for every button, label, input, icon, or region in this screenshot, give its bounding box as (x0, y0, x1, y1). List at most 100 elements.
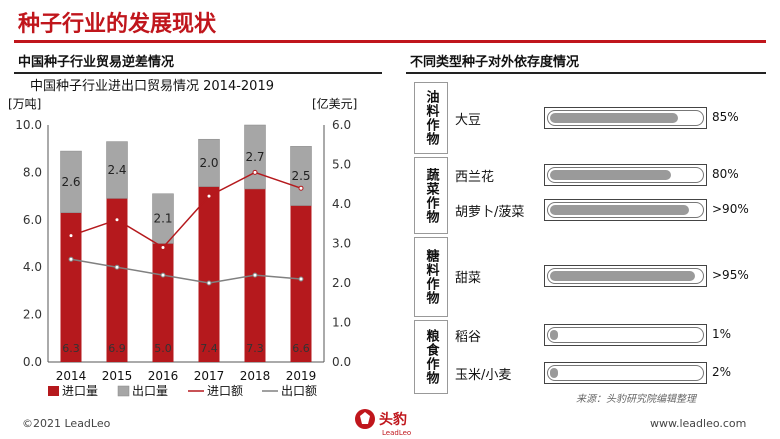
bar-import-label: 6.6 (292, 342, 310, 355)
bar-export-label: 2.4 (107, 163, 126, 177)
website-url: www.leadleo.com (650, 417, 747, 430)
chart-title: 中国种子行业进出口贸易情况 2014-2019 (30, 79, 274, 94)
bar-export-volume (106, 141, 128, 199)
x-tick-label: 2019 (286, 369, 317, 383)
bar-export-label: 2.6 (61, 175, 80, 189)
leadleo-logo: 头豹 LeadLeo (355, 409, 411, 437)
bar-import-volume (106, 198, 128, 362)
right-section-divider (406, 72, 766, 74)
y-tick-label: 4.0 (23, 260, 42, 274)
dependency-bar-fill (550, 271, 695, 281)
page-title: 种子行业的发展现状 (18, 12, 217, 37)
dependency-bar-fill (550, 205, 689, 215)
y2-tick-label: 1.0 (332, 316, 351, 330)
group-label: 糖料作物 (414, 237, 448, 317)
bar-export-label: 2.7 (245, 150, 264, 164)
y2-tick-label: 6.0 (332, 118, 351, 132)
y2-tick-label: 5.0 (332, 158, 351, 172)
y-tick-label: 10.0 (15, 118, 42, 132)
y2-tick-label: 4.0 (332, 197, 351, 211)
bar-export-volume (60, 150, 82, 213)
import-value-point (206, 193, 212, 199)
crop-label: 大豆 (455, 113, 482, 128)
left-section-divider (14, 72, 382, 74)
bar-import-label: 5.0 (154, 342, 172, 355)
crop-label: 甜菜 (455, 271, 482, 286)
bar-import-volume (152, 243, 174, 362)
group-label: 蔬菜作物 (414, 157, 448, 234)
bar-import-label: 6.9 (108, 342, 126, 355)
bar-import-label: 7.3 (246, 342, 264, 355)
legend-import-value: 进口额 (207, 384, 243, 398)
x-tick-label: 2014 (56, 369, 87, 383)
import-value-point (252, 169, 258, 175)
x-tick-label: 2017 (194, 369, 225, 383)
title-divider (14, 40, 766, 43)
left-axis-unit: [万吨] (8, 97, 41, 111)
bar-export-label: 2.0 (199, 156, 218, 170)
dependency-percent: >90% (712, 202, 749, 216)
dependency-bar-track (547, 268, 704, 284)
export-value-point (206, 280, 212, 286)
x-tick-label: 2018 (240, 369, 271, 383)
import-value-point (160, 244, 166, 250)
legend-export-volume: 出口量 (132, 384, 168, 398)
bar-export-volume (198, 138, 220, 187)
right-section-title: 不同类型种子对外依存度情况 (410, 55, 580, 70)
logo-subtext: LeadLeo (382, 429, 411, 437)
export-value-point (68, 256, 74, 262)
x-tick-label: 2016 (148, 369, 179, 383)
y2-tick-label: 2.0 (332, 276, 351, 290)
legend-export-value: 出口额 (281, 384, 317, 398)
export-value-line (70, 258, 302, 284)
legend-swatch-export-volume (117, 385, 130, 397)
export-value-point (160, 272, 166, 278)
dependency-bar-track (547, 167, 704, 183)
import-value-line (70, 171, 302, 249)
trade-chart: 中国种子行业进出口贸易情况 2014-2019 [万吨] [亿美元] 0.0 2.0 4.… (8, 79, 357, 398)
import-value-point (298, 185, 304, 191)
export-value-point (252, 272, 258, 278)
x-tick-label: 2015 (102, 369, 133, 383)
dependency-bar-track (547, 327, 704, 343)
import-value-point (114, 217, 120, 223)
y2-tick-label: 0.0 (332, 355, 351, 369)
export-value-point (114, 264, 120, 270)
bar-import-volume (60, 212, 82, 362)
export-value-point (298, 276, 304, 282)
copyright: ©2021 LeadLeo (22, 417, 111, 430)
dependency-bar-fill (550, 170, 671, 180)
bar-export-volume (244, 124, 266, 190)
bar-export-label: 2.1 (153, 212, 172, 226)
dependency-bar-track (547, 202, 704, 218)
group-label: 粮食作物 (414, 320, 448, 394)
group-label: 油料作物 (414, 82, 448, 154)
bar-import-label: 6.3 (62, 342, 80, 355)
source-note: 来源：头豹研究院编辑整理 (576, 394, 696, 405)
y-tick-label: 8.0 (23, 165, 42, 179)
dependency-percent: 2% (712, 365, 732, 379)
bar-export-volume (152, 193, 174, 244)
logo-text: 头豹 (379, 411, 407, 428)
dependency-percent: 80% (712, 167, 739, 181)
legend-swatch-import-volume (48, 386, 59, 396)
bar-export-label: 2.5 (291, 169, 310, 183)
dependency-bar-track (547, 110, 704, 126)
dependency-bar-fill (550, 113, 678, 123)
bar-import-volume (290, 205, 312, 362)
y2-tick-label: 3.0 (332, 237, 351, 251)
dependency-percent: >95% (712, 268, 749, 282)
dependency-percent: 1% (712, 327, 732, 341)
import-value-point (68, 233, 74, 239)
bar-export-volume (290, 146, 312, 206)
crop-label: 稻谷 (455, 330, 482, 345)
y-tick-label: 6.0 (23, 213, 42, 227)
y-tick-label: 0.0 (23, 355, 42, 369)
right-axis-unit: [亿美元] (312, 96, 357, 111)
left-section-title: 中国种子行业贸易逆差情况 (18, 55, 175, 70)
crop-label: 胡萝卜/菠菜 (455, 205, 525, 220)
crop-label: 玉米/小麦 (455, 368, 512, 383)
legend-import-volume: 进口量 (62, 384, 98, 398)
dependency-bar-fill (550, 368, 558, 378)
dependency-bar-fill (550, 330, 558, 340)
